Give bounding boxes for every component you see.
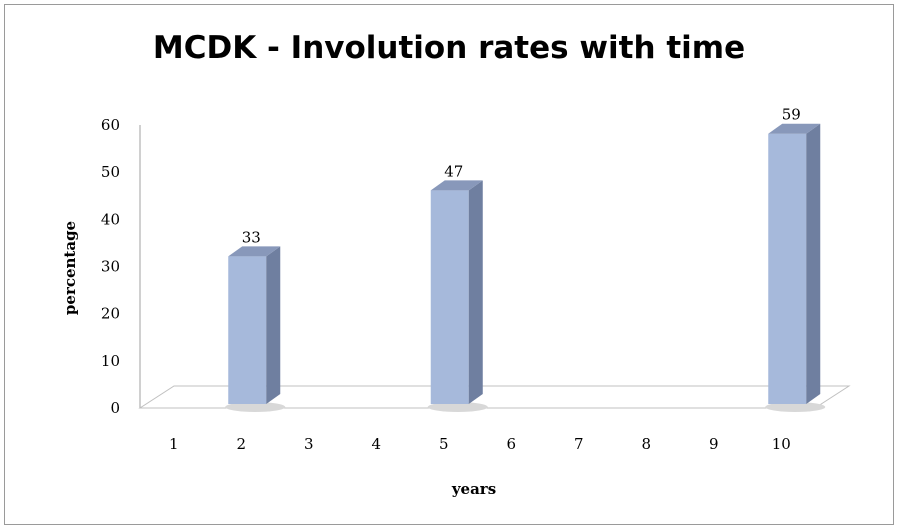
bar: [427, 180, 488, 412]
y-tick-label: 50: [101, 163, 120, 181]
chart-bars: [225, 123, 826, 412]
y-tick-label: 60: [101, 116, 120, 134]
x-tick-label: 1: [169, 435, 179, 453]
x-tick-label: 4: [371, 435, 381, 453]
y-axis-ticks: 0 10 20 30 40 50 60: [101, 116, 120, 417]
x-tick-label: 2: [236, 435, 246, 453]
bar-shadow: [765, 402, 826, 412]
x-axis-label: years: [451, 480, 496, 498]
bar-top: [228, 246, 281, 257]
x-tick-label: 6: [506, 435, 516, 453]
y-axis-label: percentage: [61, 221, 79, 315]
bar: [765, 123, 826, 412]
bar: [225, 246, 286, 412]
bar-shadow: [225, 402, 286, 412]
data-label: 47: [444, 162, 463, 180]
bar-front: [430, 190, 469, 404]
y-tick-label: 20: [101, 305, 120, 323]
x-tick-label: 5: [439, 435, 449, 453]
y-tick-label: 40: [101, 210, 120, 228]
bar-side: [468, 180, 483, 404]
chart-axes: [138, 125, 851, 409]
y-tick-label: 10: [101, 352, 120, 370]
data-label: 33: [242, 228, 261, 246]
chart-title: MCDK - Involution rates with time: [153, 30, 745, 66]
bar-front: [768, 133, 807, 404]
bar-top: [768, 123, 821, 134]
bar-side: [806, 123, 821, 404]
y-tick-label: 0: [110, 399, 120, 417]
x-tick-label: 7: [574, 435, 584, 453]
x-tick-label: 9: [709, 435, 719, 453]
bar-side: [266, 246, 281, 404]
x-axis-ticks: 1 2 3 4 5 6 7 8 9 10: [169, 435, 791, 453]
chart-floor: [138, 385, 851, 409]
bar-shadow: [427, 402, 488, 412]
y-tick-label: 30: [101, 258, 120, 276]
data-labels: 33 47 59: [242, 106, 801, 247]
bar-top: [430, 180, 483, 191]
x-tick-label: 8: [641, 435, 651, 453]
x-tick-label: 10: [772, 435, 791, 453]
bar-front: [228, 256, 267, 404]
data-label: 59: [782, 106, 801, 124]
x-tick-label: 3: [304, 435, 314, 453]
